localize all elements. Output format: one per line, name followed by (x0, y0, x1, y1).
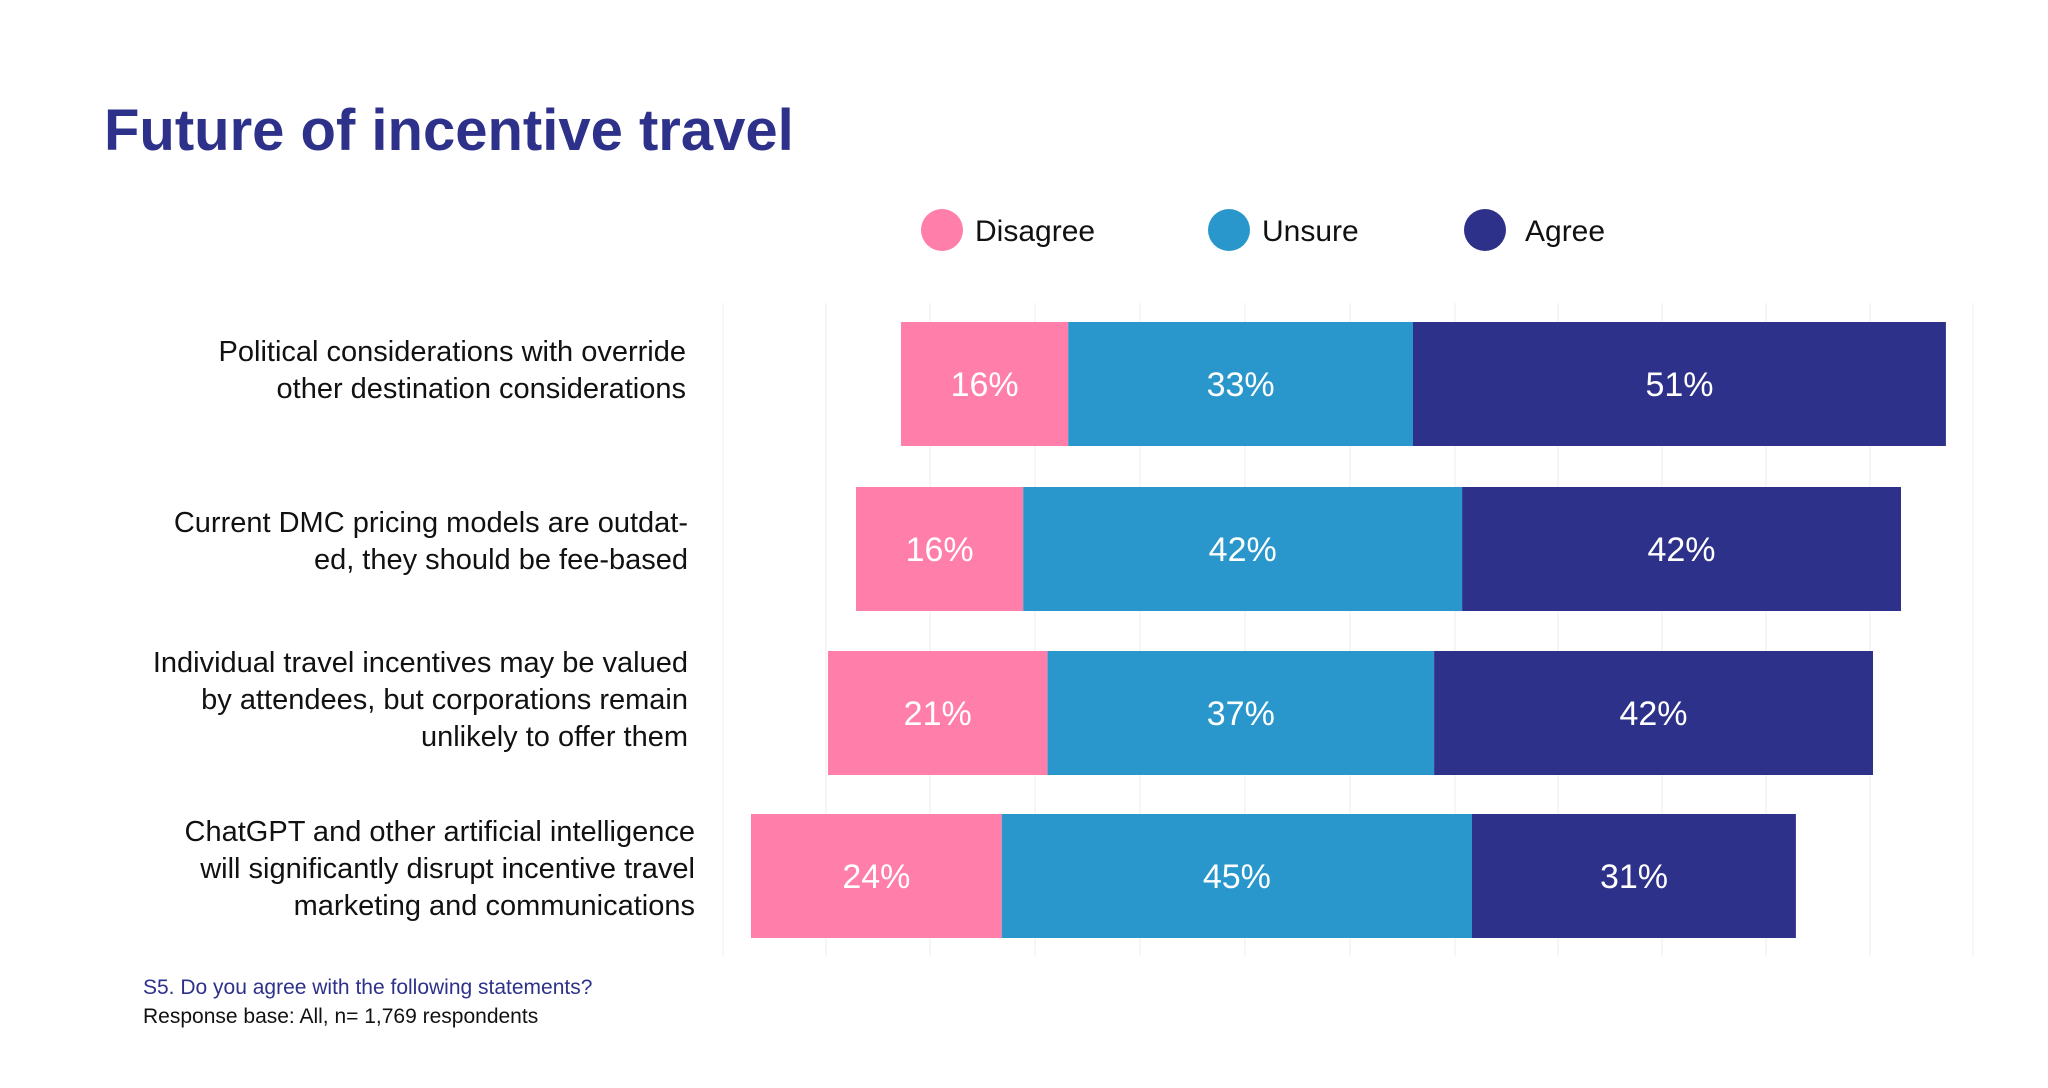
legend-swatch-agree (1464, 209, 1506, 251)
bar-value-label-disagree-row-3: 21% (904, 695, 972, 733)
category-label-row-3-line-1: Individual travel incentives may be valu… (153, 647, 688, 679)
bar-unsure-row-1 (1068, 322, 1413, 446)
bar-agree-row-4 (1472, 814, 1796, 938)
category-label-row-4-line-2: will significantly disrupt incentive tra… (199, 853, 695, 885)
chart-title: Future of incentive travel (104, 98, 794, 163)
legend-label-unsure: Unsure (1262, 215, 1359, 248)
bar-value-label-agree-row-3: 42% (1619, 695, 1687, 733)
category-label-row-1-line-2: other destination considerations (277, 373, 686, 405)
legend-label-agree: Agree (1525, 215, 1605, 248)
bar-disagree-row-1 (901, 322, 1069, 446)
bar-unsure-row-3 (1047, 651, 1435, 775)
category-label-row-1-line-1: Political considerations with override (219, 336, 686, 368)
bar-disagree-row-2 (856, 487, 1024, 611)
category-label-row-4-line-3: marketing and communications (294, 890, 695, 922)
bar-value-label-unsure-row-2: 42% (1209, 531, 1277, 569)
category-label-row-2-line-2: ed, they should be fee-based (314, 544, 688, 576)
bar-agree-row-1 (1413, 322, 1946, 446)
category-label-row-4-line-1: ChatGPT and other artificial intelligenc… (185, 816, 695, 848)
bar-disagree-row-4 (751, 814, 1002, 938)
bar-value-label-disagree-row-4: 24% (842, 858, 910, 896)
category-label-row-3-line-2: by attendees, but corporations remain (201, 684, 688, 716)
category-label-row-3-line-3: unlikely to offer them (421, 721, 688, 753)
bar-agree-row-2 (1462, 487, 1901, 611)
bar-agree-row-3 (1434, 651, 1873, 775)
bar-value-label-agree-row-2: 42% (1647, 531, 1715, 569)
response-base-note: Response base: All, n= 1,769 respondents (143, 1005, 538, 1028)
legend-swatch-disagree (921, 209, 963, 251)
bars: 16% 33% 51% 16% 42% 42% 21% 37% 42% 24% 45% 31% (751, 322, 1946, 938)
bar-unsure-row-2 (1023, 487, 1463, 611)
survey-question-note: S5. Do you agree with the following stat… (143, 976, 592, 999)
legend-label-disagree: Disagree (975, 215, 1095, 248)
legend-swatch-unsure (1208, 209, 1250, 251)
bar-value-label-disagree-row-2: 16% (906, 531, 974, 569)
bar-value-label-agree-row-1: 51% (1645, 366, 1713, 404)
bar-value-label-unsure-row-4: 45% (1203, 858, 1271, 896)
bar-value-label-disagree-row-1: 16% (951, 366, 1019, 404)
bar-value-label-agree-row-4: 31% (1600, 858, 1668, 896)
legend: Disagree Unsure Agree (921, 209, 1605, 251)
bar-disagree-row-3 (828, 651, 1048, 775)
bar-value-label-unsure-row-3: 37% (1207, 695, 1275, 733)
category-label-row-2-line-1: Current DMC pricing models are outdat- (174, 507, 688, 539)
bar-value-label-unsure-row-1: 33% (1207, 366, 1275, 404)
category-labels: Political considerations with override ot… (153, 336, 695, 922)
bar-unsure-row-4 (1001, 814, 1472, 938)
